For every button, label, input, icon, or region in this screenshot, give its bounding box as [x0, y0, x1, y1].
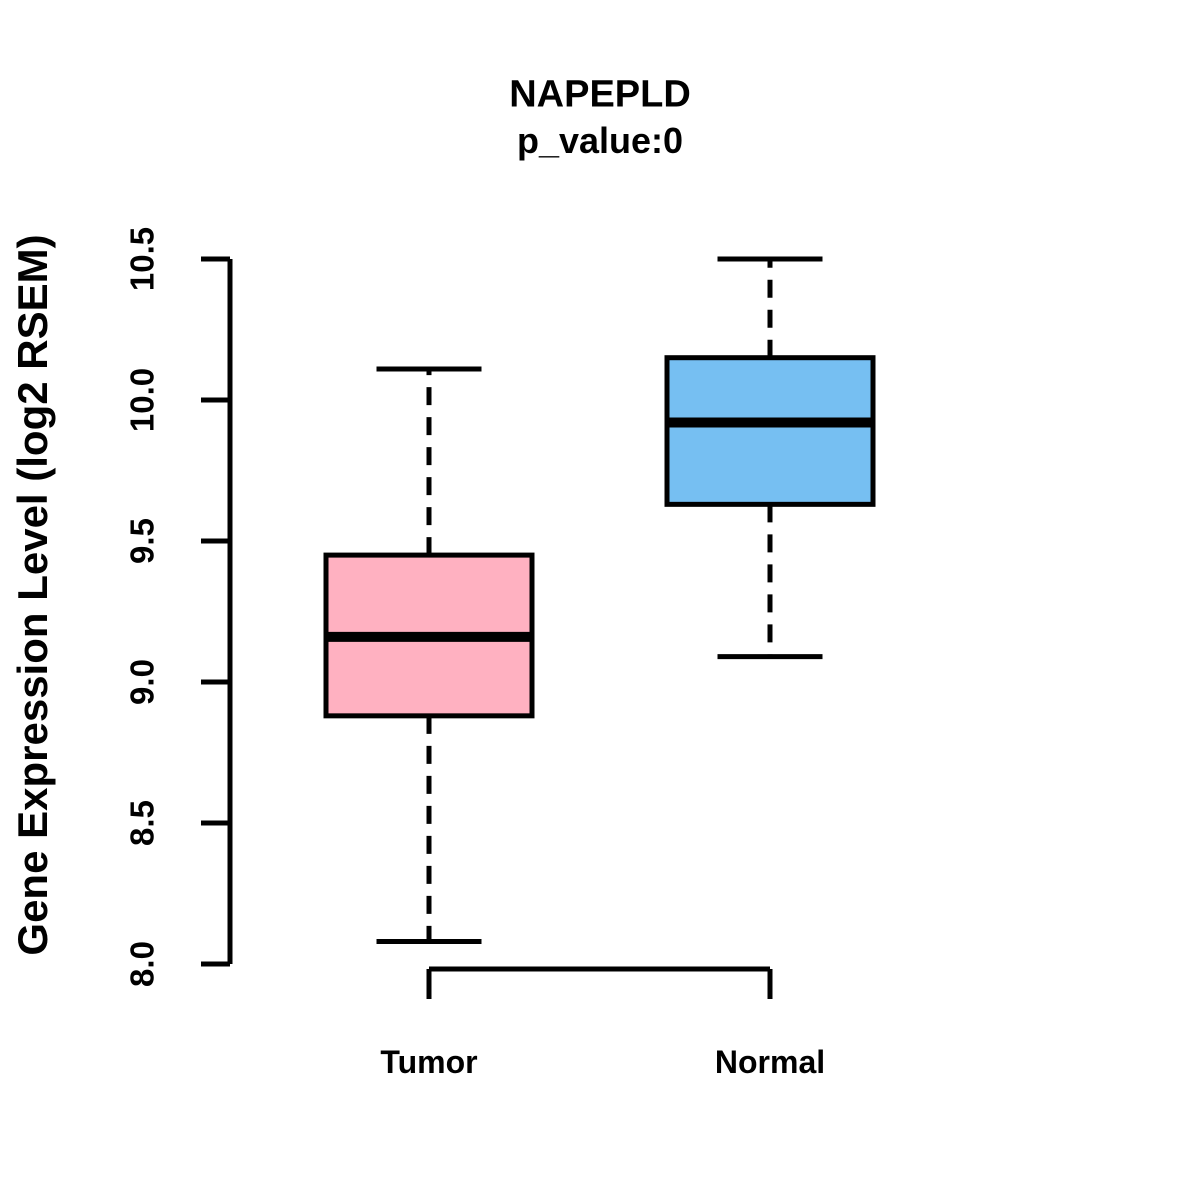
- chart-title: NAPEPLD: [509, 73, 691, 116]
- box-group-tumor: [323, 366, 535, 944]
- y-tick-label: 10.0: [124, 368, 161, 432]
- y-tick-label: 10.5: [124, 227, 161, 291]
- y-tick-label: 8.5: [124, 800, 161, 846]
- box-group-normal: [664, 256, 876, 660]
- y-tick-label: 8.0: [124, 941, 161, 987]
- x-category-label-normal: Normal: [715, 1044, 825, 1080]
- y-tick-label: 9.5: [124, 518, 161, 564]
- iqr-box: [664, 355, 876, 507]
- y-tick-label: 9.0: [124, 659, 161, 705]
- chart-subtitle: p_value:0: [516, 120, 684, 161]
- x-category-label-tumor: Tumor: [380, 1044, 477, 1080]
